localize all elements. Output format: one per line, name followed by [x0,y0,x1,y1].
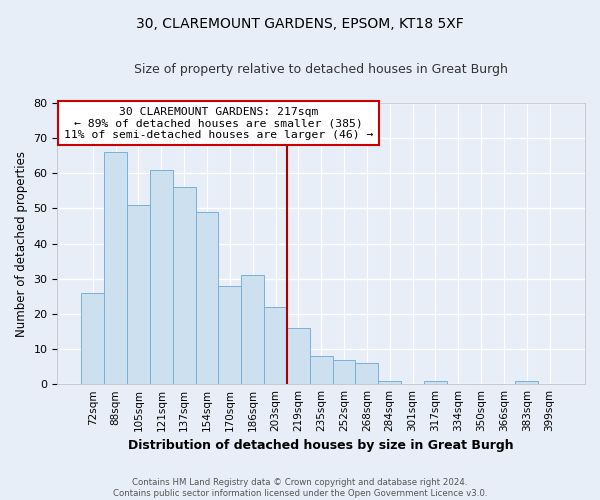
Bar [332,360,355,384]
Bar [173,188,196,384]
Bar [196,212,218,384]
Title: Size of property relative to detached houses in Great Burgh: Size of property relative to detached ho… [134,62,508,76]
Bar [218,286,241,384]
Bar [241,275,264,384]
Text: 30, CLAREMOUNT GARDENS, EPSOM, KT18 5XF: 30, CLAREMOUNT GARDENS, EPSOM, KT18 5XF [136,18,464,32]
Bar [287,328,310,384]
Text: Contains HM Land Registry data © Crown copyright and database right 2024.
Contai: Contains HM Land Registry data © Crown c… [113,478,487,498]
Y-axis label: Number of detached properties: Number of detached properties [15,150,28,336]
X-axis label: Distribution of detached houses by size in Great Burgh: Distribution of detached houses by size … [128,440,514,452]
Bar [82,293,104,384]
Bar [150,170,173,384]
Bar [310,356,332,384]
Text: 30 CLAREMOUNT GARDENS: 217sqm
← 89% of detached houses are smaller (385)
11% of : 30 CLAREMOUNT GARDENS: 217sqm ← 89% of d… [64,106,373,140]
Bar [264,307,287,384]
Bar [104,152,127,384]
Bar [424,380,447,384]
Bar [379,380,401,384]
Bar [127,205,150,384]
Bar [515,380,538,384]
Bar [355,363,379,384]
